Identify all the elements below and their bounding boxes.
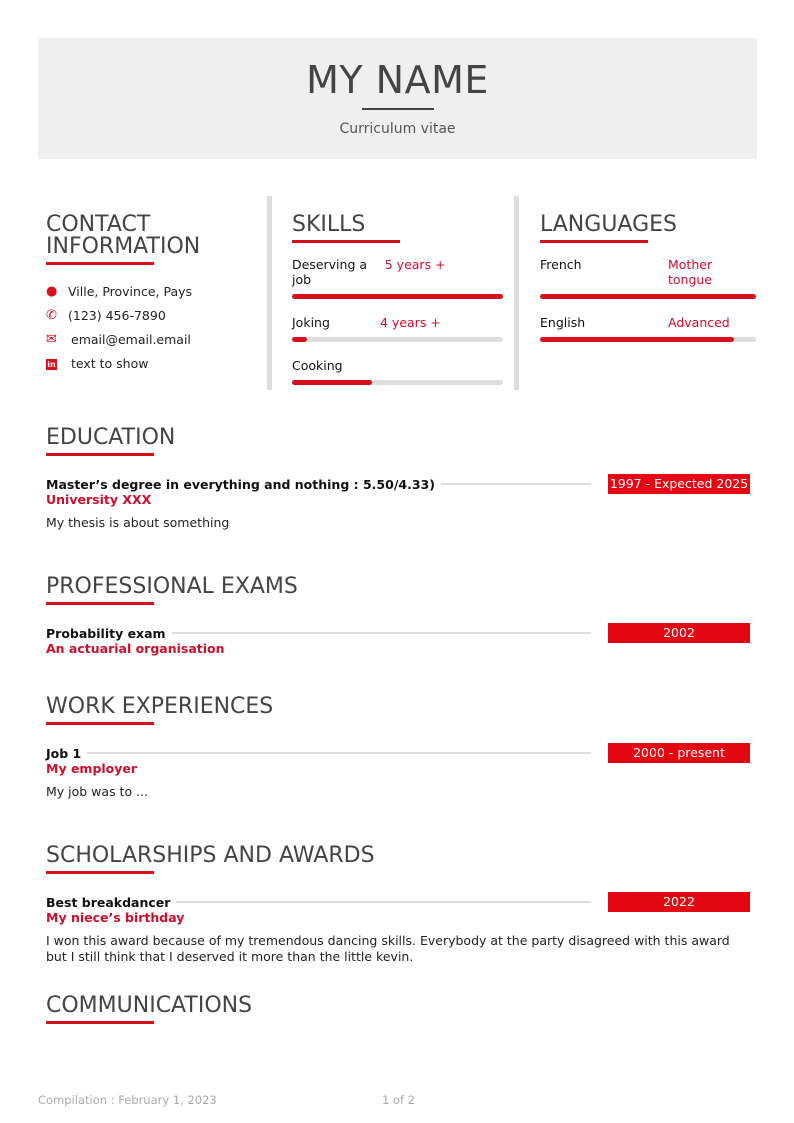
- entry-description: My job was to ...: [46, 784, 148, 799]
- contact-section: CONTACT INFORMATION ● Ville, Province, Pa…: [46, 214, 256, 408]
- skills-name: Joking: [292, 315, 330, 330]
- phone-icon: ✆: [46, 307, 57, 323]
- linkedin-icon: in: [46, 358, 57, 370]
- contact-heading: CONTACT INFORMATION: [46, 212, 201, 259]
- contact-location: ● Ville, Province, Pays: [46, 283, 193, 299]
- entry: Best breakdancer 2022 My niece’s birthday I…: [46, 892, 750, 965]
- languages-item: French Mother tongue: [540, 257, 756, 287]
- entry-rule: [171, 632, 591, 634]
- entry-title: Probability exam: [46, 625, 166, 641]
- languages-level: Mother tongue: [668, 257, 713, 287]
- cv-subtitle: Curriculum vitae: [339, 121, 456, 137]
- section-heading: SCHOLARSHIPS AND AWARDS: [46, 843, 375, 868]
- heading-underline: [46, 722, 154, 725]
- section-heading: EDUCATION: [46, 425, 176, 450]
- section-heading: PROFESSIONAL EXAMS: [46, 574, 298, 599]
- skills-level: 5 years +: [384, 257, 446, 272]
- contact-email[interactable]: ✉ email@email.email: [46, 331, 191, 347]
- skills-section: SKILLS Deserving a job 5 years + Joking 4 y…: [292, 214, 503, 408]
- section-heading: WORK EXPERIENCES: [46, 694, 274, 719]
- entry-rule: [87, 752, 591, 754]
- entry-rule: [176, 901, 591, 903]
- skills-item: Deserving a job 5 years +: [292, 257, 503, 287]
- skills-level-bar: [292, 294, 503, 299]
- compilation-date: Compilation : February 1, 2023: [38, 1093, 217, 1107]
- level-fill: [292, 294, 503, 299]
- languages-name: English: [540, 315, 586, 330]
- name-rule: [361, 108, 434, 110]
- skills-item: Cooking: [292, 358, 503, 373]
- entry-title: Best breakdancer: [46, 894, 171, 910]
- contact-linkedin[interactable]: in text to show: [46, 355, 149, 371]
- entry-description: I won this award because of my tremendou…: [46, 933, 730, 964]
- entry-date: 2022: [608, 892, 750, 912]
- heading-underline: [46, 453, 154, 456]
- awards-section: SCHOLARSHIPS AND AWARDS Best breakdancer 2…: [46, 845, 750, 965]
- entry-organization: University XXX: [46, 492, 152, 507]
- map-pin-icon: ●: [46, 283, 58, 299]
- skills-item: Joking 4 years +: [292, 315, 503, 330]
- entry-title: Job 1: [46, 745, 82, 761]
- skills-level: [380, 358, 468, 373]
- entry-description: My thesis is about something: [46, 515, 230, 530]
- skills-level-bar: [292, 380, 503, 385]
- column-divider: [267, 196, 272, 390]
- heading-underline: [46, 602, 154, 605]
- page-number: 1 of 2: [382, 1093, 416, 1107]
- skills-level: 4 years +: [380, 315, 441, 330]
- languages-heading: LANGUAGES: [540, 212, 677, 237]
- languages-level: Advanced: [668, 315, 730, 330]
- entry-rule: [440, 483, 591, 485]
- entry-organization: An actuarial organisation: [46, 641, 225, 656]
- languages-level-bar: [540, 294, 756, 299]
- entry: Job 1 2000 - present My employer My job was…: [46, 743, 750, 800]
- level-fill: [292, 380, 373, 385]
- heading-underline: [46, 871, 154, 874]
- entry: Master’s degree in everything and nothin…: [46, 474, 750, 531]
- education-section: EDUCATION Master’s degree in everything a…: [46, 427, 750, 531]
- heading-underline: [46, 262, 154, 265]
- communications-section: COMMUNICATIONS: [46, 995, 750, 1024]
- heading-underline: [540, 240, 648, 243]
- work-section: WORK EXPERIENCES Job 1 2000 - present My em…: [46, 696, 750, 800]
- languages-section: LANGUAGES French Mother tongue English Adva…: [540, 214, 756, 408]
- contact-phone: ✆ (123) 456-7890: [46, 307, 166, 323]
- level-fill: [292, 337, 307, 342]
- entry: Probability exam 2002 An actuarial organis…: [46, 623, 750, 656]
- languages-level-bar: [540, 337, 756, 342]
- section-heading: COMMUNICATIONS: [46, 993, 253, 1018]
- envelope-icon: ✉: [46, 331, 57, 347]
- languages-item: English Advanced: [540, 315, 756, 330]
- entry-organization: My niece’s birthday: [46, 910, 185, 925]
- level-fill: [540, 294, 756, 299]
- skills-name: Cooking: [292, 358, 343, 373]
- column-divider: [514, 196, 519, 390]
- entry-date: 1997 - Expected 2025: [608, 474, 750, 494]
- languages-name: French: [540, 257, 582, 272]
- entry-organization: My employer: [46, 761, 138, 776]
- entry-date: 2002: [608, 623, 750, 643]
- skills-name: Deserving a job: [292, 257, 368, 287]
- person-name: MY NAME: [306, 58, 489, 102]
- cv-header: MY NAME Curriculum vitae: [38, 38, 757, 159]
- entry-title: Master’s degree in everything and nothin…: [46, 476, 435, 492]
- skills-heading: SKILLS: [292, 212, 366, 237]
- skills-level-bar: [292, 337, 503, 342]
- level-fill: [540, 337, 735, 342]
- heading-underline: [292, 240, 400, 243]
- exams-section: PROFESSIONAL EXAMS Probability exam 2002 An…: [46, 576, 750, 656]
- heading-underline: [46, 1021, 154, 1024]
- entry-date: 2000 - present: [608, 743, 750, 763]
